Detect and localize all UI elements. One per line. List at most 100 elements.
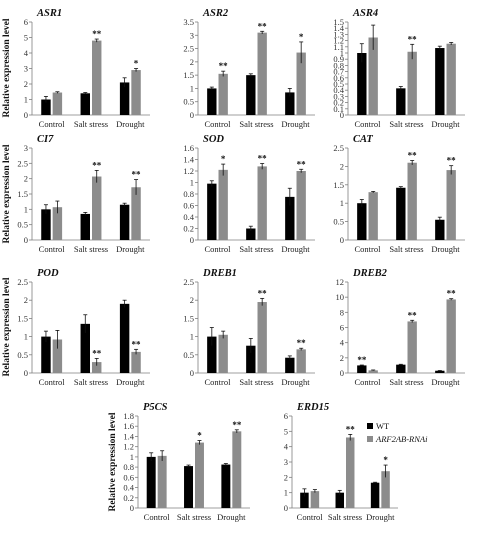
legend-label-rnai: ARF2AB-RNAi	[375, 434, 428, 444]
bar-wt-control	[357, 365, 367, 373]
y-tick-label: 0.8	[183, 189, 194, 199]
category-label: Salt stress	[328, 512, 362, 522]
bar-wt-salt-stress	[246, 345, 256, 373]
y-tick-label: 1.6	[123, 421, 134, 431]
y-tick-label: 0	[190, 110, 194, 120]
bar-rnai-salt-stress	[92, 362, 102, 373]
chart-panel-asr1: 0 1 2 3 4 5 6 Control ** Salt stress * Drought ASR1 R…	[2, 8, 150, 129]
category-label: Control	[39, 119, 66, 129]
category-label: Control	[205, 119, 232, 129]
category-label: Salt stress	[239, 244, 273, 254]
significance-marker: **	[297, 159, 307, 169]
y-tick-label: 3	[24, 64, 28, 74]
significance-marker: *	[383, 455, 388, 465]
significance-marker: **	[92, 29, 102, 39]
category-label: Control	[355, 244, 382, 254]
y-tick-label: 0.1	[333, 104, 344, 114]
y-tick-label: 1.4	[333, 23, 344, 33]
bar-rnai-salt-stress	[407, 321, 417, 373]
gene-title: ASR2	[202, 8, 229, 19]
y-axis-label: Relative expression level	[2, 18, 12, 117]
y-tick-label: 0	[130, 503, 134, 513]
y-tick-label: 0.5	[17, 220, 28, 230]
y-tick-label: 0.5	[333, 79, 344, 89]
category-label: Drought	[366, 512, 395, 522]
bar-rnai-drought	[296, 52, 306, 115]
bar-rnai-control	[310, 491, 320, 508]
significance-marker: **	[258, 21, 268, 31]
chart-panel-dreb2: 0 2 4 6 8 10 12 ** Control ** Salt stress ** Drought…	[336, 268, 465, 387]
y-tick-label: 0.8	[333, 60, 344, 70]
category-label: Salt stress	[74, 119, 108, 129]
category-label: Control	[39, 244, 66, 254]
bar-rnai-drought	[131, 351, 141, 373]
y-tick-label: 0.8	[123, 462, 134, 472]
y-tick-label: 4	[340, 338, 345, 348]
category-label: Salt stress	[177, 512, 211, 522]
significance-marker: **	[92, 160, 102, 170]
significance-marker: **	[297, 338, 307, 348]
y-tick-label: 0.5	[17, 350, 28, 360]
chart-panel-p5cs: 00.20.40.60.811.21.41.61.8 Control * Salt s…	[108, 402, 250, 522]
bar-wt-salt-stress	[80, 323, 90, 373]
bar-wt-salt-stress	[80, 93, 90, 115]
bar-wt-control	[207, 336, 217, 373]
bar-wt-salt-stress	[246, 75, 256, 115]
bar-rnai-control	[218, 169, 228, 240]
bar-rnai-salt-stress	[257, 166, 267, 240]
y-tick-label: 1.2	[333, 36, 344, 46]
bar-wt-drought	[119, 204, 130, 240]
chart-panel-pod: 0 0.5 1 1.5 2 2.5 Control ** Salt stress ** Drough…	[2, 268, 150, 387]
y-tick-label: 1	[340, 48, 344, 58]
chart-panel-asr2: 0 0.5 1 1.5 2 2.5 3 3.5 ** Control ** Salt stress * D…	[183, 8, 315, 129]
bar-wt-drought	[221, 464, 231, 508]
bar-rnai-control	[368, 37, 378, 115]
y-tick-label: 0.5	[333, 217, 344, 227]
bar-rnai-drought	[131, 70, 141, 115]
category-label: Salt stress	[239, 119, 273, 129]
y-tick-label: 6	[284, 411, 288, 421]
bar-rnai-drought	[446, 43, 456, 116]
y-tick-label: 3	[24, 143, 28, 153]
bar-wt-salt-stress	[80, 213, 90, 240]
significance-marker: **	[346, 424, 356, 434]
y-tick-label: 2.5	[17, 158, 28, 168]
y-axis-label: Relative expression level	[2, 277, 12, 376]
y-tick-label: 0.4	[123, 483, 134, 493]
significance-marker: **	[408, 34, 418, 44]
significance-marker: **	[357, 355, 367, 365]
gene-title: DREB2	[352, 268, 388, 279]
bar-wt-control	[207, 88, 217, 115]
y-tick-label: 3.5	[183, 17, 194, 27]
bar-wt-control	[146, 456, 156, 508]
bar-wt-salt-stress	[184, 466, 193, 508]
gene-title: SOD	[203, 134, 224, 145]
bar-wt-salt-stress	[335, 492, 344, 508]
chart-panel-cat: 0 0.5 1 1.5 2 2.5 Control ** Salt stress ** Drough…	[333, 134, 465, 254]
y-tick-label: 2.5	[17, 277, 28, 287]
category-label: Drought	[116, 377, 145, 387]
significance-marker: **	[258, 154, 268, 164]
chart-panel-sod: 00.2 0.40.6 0.81 1.21.4 1.6 * Control ** Salt st…	[183, 134, 315, 254]
y-tick-label: 2	[190, 57, 194, 67]
bar-rnai-drought	[232, 431, 242, 508]
y-tick-label: 1	[190, 83, 194, 93]
y-tick-label: 1.5	[333, 17, 344, 27]
significance-marker: *	[197, 431, 202, 441]
y-tick-label: 0.7	[333, 67, 344, 77]
significance-marker: *	[299, 32, 304, 42]
significance-marker: *	[134, 59, 139, 69]
y-tick-label: 1.2	[183, 166, 194, 176]
chart-legend: WT ARF2AB-RNAi	[367, 421, 428, 444]
bar-wt-salt-stress	[396, 88, 406, 115]
y-tick-label: 0.4	[183, 212, 194, 222]
significance-marker: **	[132, 170, 142, 180]
category-label: Salt stress	[74, 377, 108, 387]
y-tick-label: 1.2	[123, 442, 134, 452]
y-tick-label: 0	[284, 503, 288, 513]
y-tick-label: 1.4	[123, 431, 134, 441]
bar-wt-drought	[285, 92, 295, 115]
category-label: Control	[205, 244, 232, 254]
y-tick-label: 0	[340, 110, 344, 120]
